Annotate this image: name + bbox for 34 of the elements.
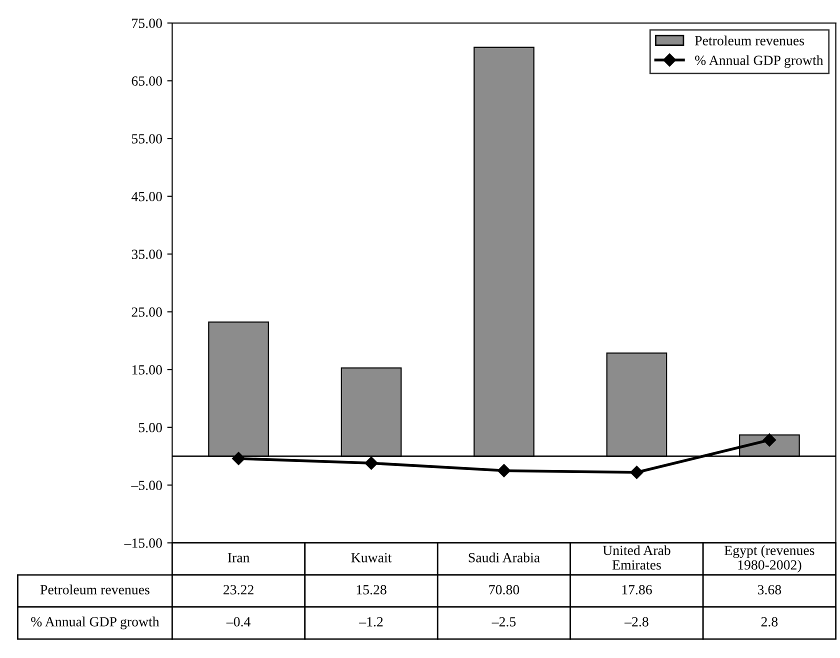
legend-label: % Annual GDP growth xyxy=(695,55,824,68)
x-tick-label: Egypt (revenues 1980-2002) xyxy=(724,545,814,572)
data-label: –1.2 xyxy=(359,617,383,627)
y-tick-label: 45.00 xyxy=(132,192,162,202)
data-label: 17.86 xyxy=(622,585,652,594)
data-label: –2.8 xyxy=(624,617,648,627)
point xyxy=(630,466,644,479)
point xyxy=(364,456,378,470)
y-tick-label: –15.00 xyxy=(124,538,162,548)
y-tick-label: 55.00 xyxy=(132,134,162,144)
y-tick-label: 25.00 xyxy=(132,307,162,317)
data-label: 15.28 xyxy=(356,585,386,594)
y-tick-label: 15.00 xyxy=(132,365,162,375)
data-label: 70.80 xyxy=(489,585,520,594)
x-tick-label: Iran xyxy=(228,553,250,562)
data-label: –2.5 xyxy=(492,617,516,627)
y-tick-label: 35.00 xyxy=(132,250,162,260)
point xyxy=(497,464,511,478)
x-tick-label: Kuwait xyxy=(351,553,392,562)
x-tick-label: United Arab Emirates xyxy=(602,545,670,570)
y-tick-label: 65.00 xyxy=(132,76,162,86)
point xyxy=(232,452,246,466)
legend-label: Petroleum revenues xyxy=(694,36,804,46)
y-tick-label: 75.00 xyxy=(132,18,162,28)
data-label: –0.4 xyxy=(226,617,250,627)
text: Petroleum revenues xyxy=(40,584,150,594)
data-label: 2.8 xyxy=(761,617,778,627)
x-tick-label: Saudi Arabia xyxy=(468,552,540,562)
data-label: 3.68 xyxy=(758,585,782,594)
y-tick-label: –5.00 xyxy=(131,480,162,490)
text: % Annual GDP growth xyxy=(31,616,160,630)
point xyxy=(762,433,776,447)
y-tick-label: 5.00 xyxy=(138,422,162,432)
data-label: 23.22 xyxy=(224,585,254,594)
